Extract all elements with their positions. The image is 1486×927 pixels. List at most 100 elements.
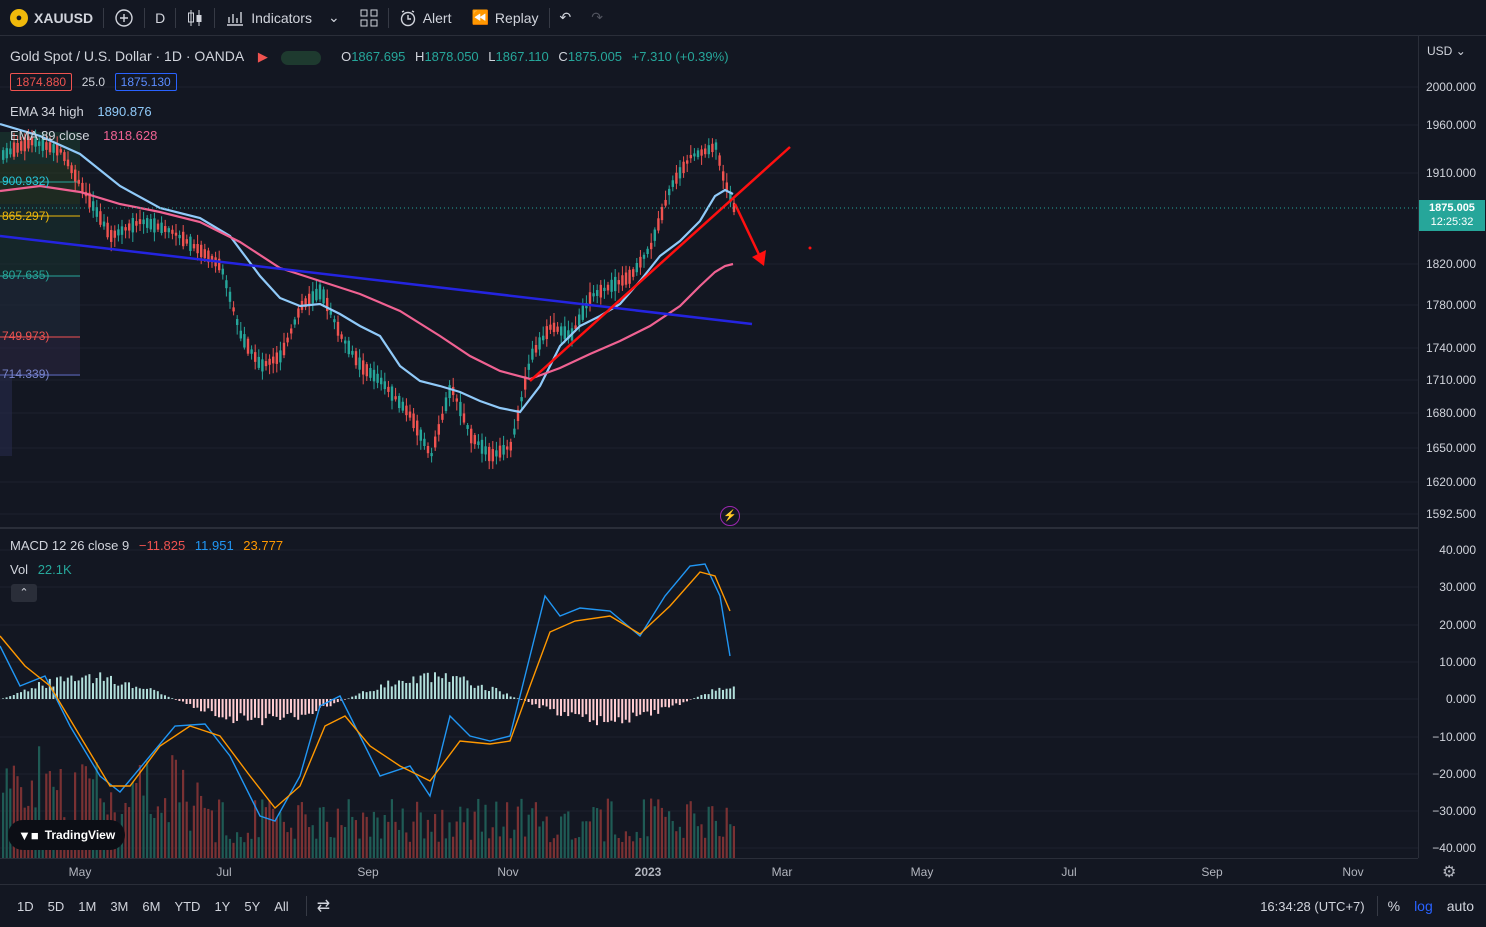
candle-body[interactable] — [520, 397, 523, 402]
candle-body[interactable] — [358, 357, 361, 370]
candle-body[interactable] — [542, 335, 545, 341]
symbol-button[interactable]: ● XAUUSD — [0, 0, 103, 36]
candle-body[interactable] — [376, 373, 379, 383]
candle-body[interactable] — [416, 420, 419, 436]
candle-body[interactable] — [657, 218, 660, 231]
candle-body[interactable] — [142, 219, 145, 225]
candle-body[interactable] — [225, 280, 228, 289]
candle-body[interactable] — [196, 244, 199, 254]
candle-body[interactable] — [488, 446, 491, 462]
candle-body[interactable] — [128, 223, 131, 231]
candle-body[interactable] — [495, 450, 498, 457]
log-toggle[interactable]: log — [1414, 898, 1433, 914]
candle-body[interactable] — [138, 219, 142, 225]
candle-body[interactable] — [437, 424, 440, 435]
candle-body[interactable] — [88, 192, 91, 208]
candle-body[interactable] — [56, 143, 59, 156]
candle-body[interactable] — [383, 381, 386, 390]
range-button-1y[interactable]: 1Y — [214, 898, 231, 914]
percent-toggle[interactable]: % — [1387, 898, 1401, 914]
candle-body[interactable] — [81, 182, 84, 194]
candle-body[interactable] — [545, 326, 548, 340]
candle-body[interactable] — [480, 439, 484, 454]
candle-body[interactable] — [153, 218, 156, 233]
candle-body[interactable] — [459, 401, 462, 417]
candle-body[interactable] — [218, 258, 221, 271]
candle-body[interactable] — [491, 449, 494, 462]
candle-body[interactable] — [711, 143, 714, 153]
candle-body[interactable] — [178, 234, 181, 239]
redo-button[interactable]: ↷ — [581, 0, 613, 36]
candle-body[interactable] — [664, 199, 667, 206]
candle-body[interactable] — [322, 289, 325, 304]
candle-body[interactable] — [632, 269, 635, 277]
candle-body[interactable] — [668, 188, 671, 196]
auto-toggle[interactable]: auto — [1446, 898, 1474, 914]
candle-body[interactable] — [725, 182, 728, 191]
candle-body[interactable] — [660, 207, 664, 221]
candle-body[interactable] — [70, 165, 73, 174]
candle-body[interactable] — [549, 324, 552, 330]
candle-body[interactable] — [333, 319, 336, 323]
candle-body[interactable] — [239, 330, 242, 339]
candle-body[interactable] — [506, 446, 509, 450]
candle-body[interactable] — [149, 219, 152, 230]
candle-body[interactable] — [228, 291, 232, 302]
candle-body[interactable] — [347, 340, 350, 355]
candle-body[interactable] — [380, 377, 383, 385]
candle-body[interactable] — [574, 325, 577, 330]
candle-body[interactable] — [290, 328, 293, 334]
candle-body[interactable] — [318, 284, 322, 300]
candle-body[interactable] — [48, 142, 52, 153]
candle-body[interactable] — [156, 223, 160, 230]
chevron-down-icon[interactable]: ⌄ — [327, 9, 340, 25]
candle-body[interactable] — [581, 305, 584, 320]
candle-body[interactable] — [5, 148, 8, 159]
candle-body[interactable] — [174, 232, 178, 236]
candle-body[interactable] — [718, 155, 721, 166]
candle-body[interactable] — [372, 369, 376, 382]
candle-body[interactable] — [671, 180, 674, 187]
macd-legend[interactable]: MACD 12 26 close 9 −11.825 11.951 23.777 — [10, 538, 283, 553]
candle-body[interactable] — [344, 340, 347, 344]
candle-body[interactable] — [444, 397, 448, 411]
candle-body[interactable] — [700, 149, 703, 156]
candle-body[interactable] — [264, 361, 268, 367]
date-range-button[interactable]: ⇄ — [317, 896, 330, 916]
candle-body[interactable] — [20, 141, 23, 151]
candle-body[interactable] — [473, 435, 476, 445]
candle-body[interactable] — [257, 356, 260, 368]
candle-body[interactable] — [102, 221, 106, 227]
candle-body[interactable] — [261, 359, 264, 372]
collapse-legend-button[interactable]: ⌃ — [11, 584, 37, 602]
candle-body[interactable] — [682, 161, 685, 174]
candle-body[interactable] — [470, 428, 473, 444]
current-price-tag[interactable]: 1875.005 12:25:32 — [1419, 200, 1485, 231]
candle-body[interactable] — [599, 284, 602, 298]
candle-body[interactable] — [628, 269, 631, 284]
candle-body[interactable] — [516, 409, 520, 421]
candle-body[interactable] — [30, 137, 34, 146]
candle-body[interactable] — [714, 142, 718, 150]
candle-body[interactable] — [41, 138, 44, 151]
candle-body[interactable] — [34, 138, 37, 147]
interval-button[interactable]: D — [145, 0, 175, 36]
candle-body[interactable] — [254, 352, 257, 362]
candle-body[interactable] — [635, 262, 638, 273]
candle-body[interactable] — [92, 201, 95, 211]
candle-body[interactable] — [408, 411, 412, 418]
red-trendline[interactable] — [529, 146, 791, 382]
candle-body[interactable] — [38, 141, 41, 146]
candle-body[interactable] — [210, 255, 214, 263]
price-chart[interactable] — [0, 36, 1418, 858]
candle-body[interactable] — [308, 293, 311, 307]
chart-settings-button[interactable]: ⚙ — [1442, 862, 1456, 882]
range-button-ytd[interactable]: YTD — [174, 898, 201, 914]
candle-body[interactable] — [275, 352, 278, 364]
candle-body[interactable] — [639, 256, 642, 268]
candle-body[interactable] — [304, 298, 307, 308]
candle-body[interactable] — [45, 142, 48, 150]
candle-body[interactable] — [624, 272, 628, 285]
clock-timezone[interactable]: 16:34:28 (UTC+7) — [1260, 898, 1365, 914]
range-button-5y[interactable]: 5Y — [244, 898, 261, 914]
